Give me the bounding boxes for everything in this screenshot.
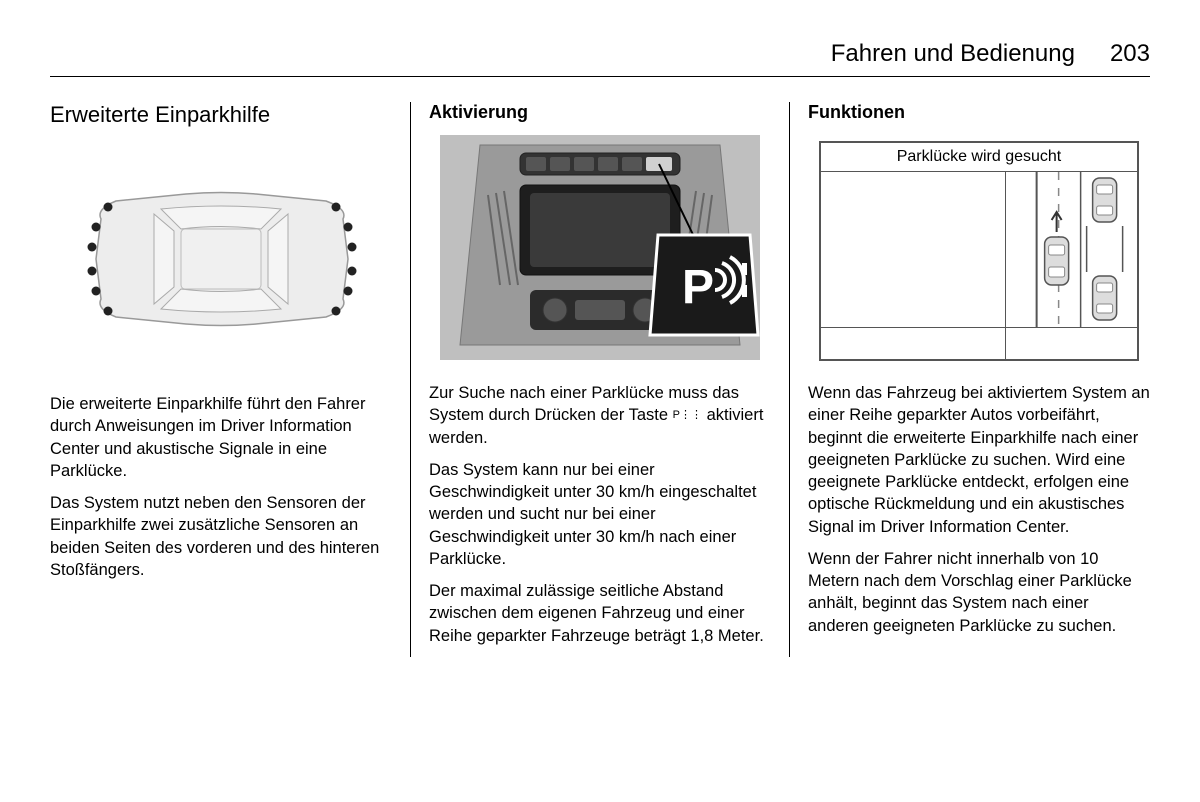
col3-para2: Wenn der Fahrer nicht innerhalb von 10 M… xyxy=(808,548,1150,637)
display-bottom-left xyxy=(821,328,1006,359)
column-3: Funktionen Parklücke wird gesucht xyxy=(789,102,1150,657)
page-number: 203 xyxy=(1110,40,1150,68)
svg-text:P: P xyxy=(682,261,714,314)
car-top-view-svg xyxy=(66,169,376,349)
park-assist-icon: P⋮⋮ xyxy=(673,409,702,421)
figure-display-panel: Parklücke wird gesucht xyxy=(808,135,1150,360)
figure-car-sensors xyxy=(50,146,392,371)
col2-para3: Der maximal zulässige seitliche Abstand … xyxy=(429,580,771,647)
col1-para1: Die erweiterte Einparkhilfe führt den Fa… xyxy=(50,393,392,482)
parking-scene-svg xyxy=(1006,172,1137,327)
display-bottom xyxy=(821,327,1137,359)
chapter-title: Fahren und Bedienung xyxy=(831,40,1075,68)
display-panel: Parklücke wird gesucht xyxy=(819,141,1139,361)
display-title: Parklücke wird gesucht xyxy=(821,143,1137,172)
col3-title: Funktionen xyxy=(808,102,1150,123)
display-right-pane xyxy=(1006,172,1137,327)
column-2: Aktivierung xyxy=(410,102,789,657)
content-columns: Erweiterte Einparkhilfe xyxy=(50,102,1150,657)
column-1: Erweiterte Einparkhilfe xyxy=(50,102,410,657)
page-header: Fahren und Bedienung 203 xyxy=(50,40,1150,77)
col1-para2: Das System nutzt neben den Sensoren der … xyxy=(50,492,392,581)
col1-title: Erweiterte Einparkhilfe xyxy=(50,102,392,128)
display-bottom-right xyxy=(1006,328,1137,359)
display-left-pane xyxy=(821,172,1006,327)
display-main xyxy=(821,172,1137,327)
col2-title: Aktivierung xyxy=(429,102,771,123)
dashboard-svg: P xyxy=(440,135,760,360)
col2-para1: Zur Suche nach einer Parklücke muss das … xyxy=(429,382,771,449)
figure-dashboard-button: P xyxy=(429,135,771,360)
col3-para1: Wenn das Fahrzeug bei aktiviertem System… xyxy=(808,382,1150,538)
col2-para2: Das System kann nur bei einer Geschwindi… xyxy=(429,459,771,570)
